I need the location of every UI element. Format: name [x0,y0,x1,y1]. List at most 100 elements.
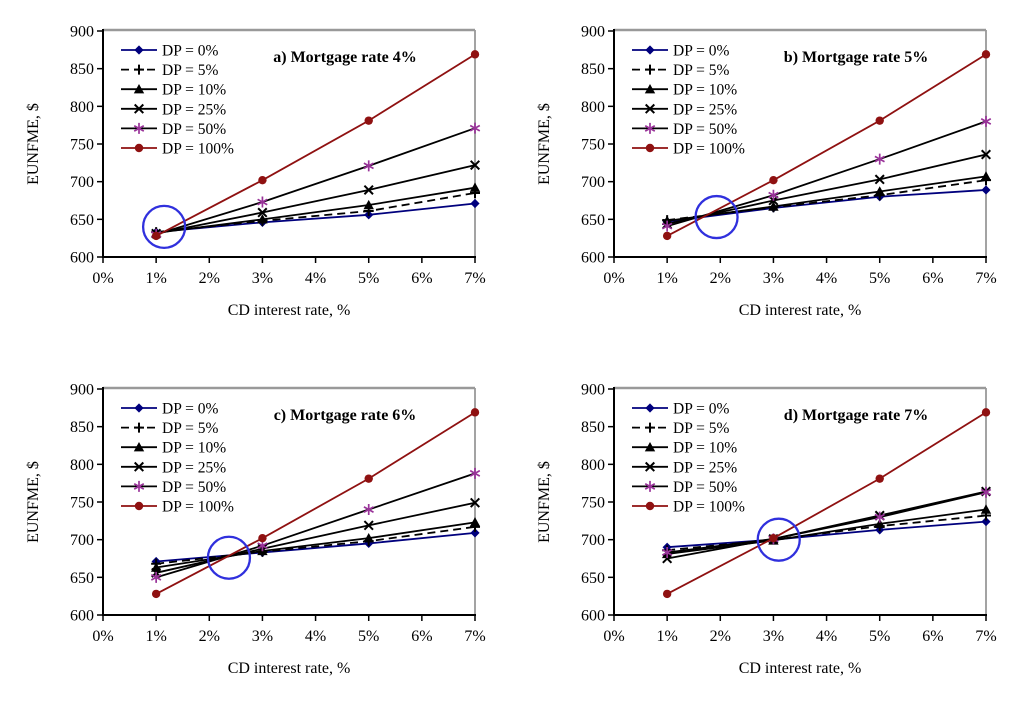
y-tick-label: 600 [581,608,605,625]
series-marker-diamond [981,185,991,195]
chart-a: 600 650 700 750 800 850 900 0% 1% 2% 3% 4% 5% 6% 7% EUN… [25,24,486,320]
y-tick-label: 700 [70,532,94,549]
series-marker-star [768,189,779,201]
series-line-dot [666,411,987,595]
series-marker-star [661,220,673,232]
y-tick-label: 800 [581,99,605,116]
legend-label: DP = 50% [673,121,737,138]
legend-label: DP = 5% [162,62,218,79]
x-tick-label: 4% [816,270,837,287]
chart-title: a) Mortgage rate 4% [273,49,417,66]
series-marker-dot [470,408,480,417]
series-marker-dot [981,50,991,59]
x-tick-label: 7% [464,628,485,645]
y-tick-label: 650 [70,212,94,229]
series-marker-x [469,497,481,508]
series-marker-dot [364,474,373,483]
legend-marker-dot [645,143,655,153]
y-tick-label: 800 [581,457,605,474]
series-marker-star [874,153,885,165]
y-tick-label: 800 [70,457,94,474]
series-line-star [667,491,987,554]
x-tick-label: 3% [252,628,273,645]
legend-label: DP = 5% [673,420,729,437]
y-tick-label: 650 [581,570,605,587]
series-marker-star [257,196,268,208]
x-tick-label: 2% [199,628,220,645]
legend-label: DP = 0% [162,401,218,418]
y-tick-label: 900 [70,382,94,399]
legend-label: DP = 0% [673,401,729,418]
series-marker-dot [151,231,161,241]
series-marker-triangle [768,201,779,211]
chart-panel-d: 600 650 700 750 800 850 900 0% 1% 2% 3% 4% 5% 6% 7% EUN… [511,358,1022,702]
chart-title: b) Mortgage rate 5% [784,49,928,66]
x-axis-title: CD interest rate, % [739,302,862,319]
series-marker-star [469,467,481,479]
series-marker-dot [258,533,267,543]
series-marker-triangle [874,518,885,529]
chart-b: 600 650 700 750 800 850 900 0% 1% 2% 3% 4% 5% 6% 7% EUN… [536,24,997,320]
series-marker-dot [875,474,884,483]
y-tick-label: 700 [581,174,605,191]
series-marker-dot [662,589,672,599]
legend-label: DP = 100% [673,141,745,158]
x-tick-label: 7% [975,270,996,287]
series-marker-dot [769,175,778,185]
legend-label: DP = 100% [673,499,745,516]
chart-panel-a: 600 650 700 750 800 850 900 0% 1% 2% 3% 4% 5% 6% 7% EUN… [0,0,511,344]
x-tick-label: 1% [656,628,677,645]
series-line-star [155,127,476,236]
series-marker-triangle [363,532,374,543]
series-marker-star [150,571,162,583]
y-tick-label: 850 [581,61,605,78]
series-marker-triangle [980,171,992,181]
legend-marker-x [133,103,145,114]
legend-label: DP = 50% [162,479,226,496]
series-marker-triangle [363,199,374,210]
series-marker-dot [981,408,991,417]
y-tick-label: 750 [70,495,94,512]
series-marker-triangle [469,517,481,527]
series-marker-star [980,115,992,127]
chart-title: d) Mortgage rate 7% [784,407,928,424]
x-tick-label: 3% [252,270,273,287]
x-tick-label: 6% [922,270,943,287]
legend-marker-star [133,480,145,492]
x-tick-label: 1% [656,270,677,287]
legend-marker-plus [645,422,655,433]
y-tick-label: 900 [581,24,605,41]
series-marker-dot [364,116,373,125]
legend-label: DP = 50% [162,121,226,138]
legend-label: DP = 25% [162,459,226,476]
series-marker-dot [258,175,267,185]
x-tick-label: 3% [763,628,784,645]
y-axis-title: EUNFME, $ [25,461,42,543]
x-tick-label: 3% [763,270,784,287]
legend-marker-plus [134,422,144,433]
legend-marker-triangle [133,84,145,94]
series-marker-x [363,184,374,195]
x-tick-label: 1% [145,628,166,645]
y-tick-label: 750 [581,495,605,512]
series-marker-x [257,207,268,218]
legend-label: DP = 10% [673,82,737,99]
x-tick-label: 6% [411,270,432,287]
x-axis-title: CD interest rate, % [228,302,351,319]
legend-marker-star [644,122,656,134]
x-tick-label: 2% [199,270,220,287]
y-tick-label: 600 [581,250,605,267]
x-axis-title: CD interest rate, % [228,660,351,677]
x-tick-label: 5% [358,628,379,645]
x-axis-title: CD interest rate, % [739,660,862,677]
y-tick-label: 600 [70,608,94,625]
legend-marker-triangle [133,442,145,452]
series-marker-dot [769,533,778,543]
series-marker-dot [151,589,161,599]
legend-marker-plus [134,64,144,75]
y-axis-title: EUNFME, $ [536,103,553,185]
series-marker-triangle [469,182,481,192]
y-tick-label: 650 [581,212,605,229]
x-tick-label: 1% [145,270,166,287]
